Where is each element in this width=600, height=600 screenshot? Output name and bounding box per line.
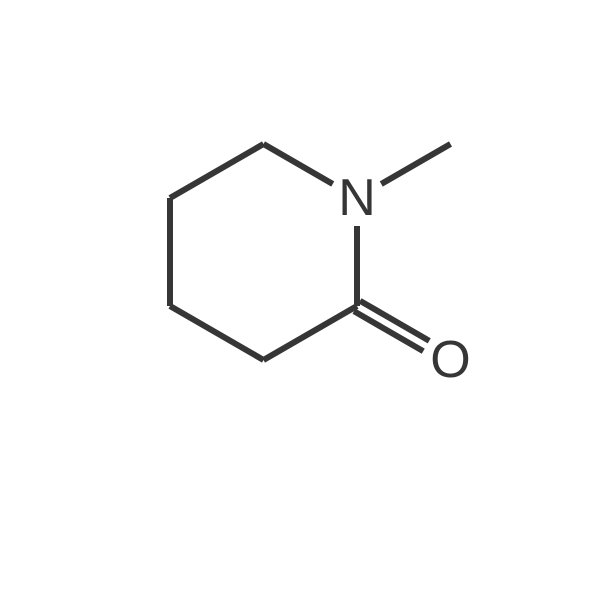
- atom-label-N: N: [338, 169, 376, 227]
- bond-C3-C4: [264, 306, 358, 360]
- bond-N-Cme: [381, 144, 450, 184]
- atom-label-O: O: [430, 331, 470, 389]
- bond-N-C6: [264, 144, 333, 184]
- molecule-diagram: NO: [0, 0, 600, 600]
- bond-C6-C1: [170, 144, 264, 198]
- bond-C2-C3: [170, 306, 264, 360]
